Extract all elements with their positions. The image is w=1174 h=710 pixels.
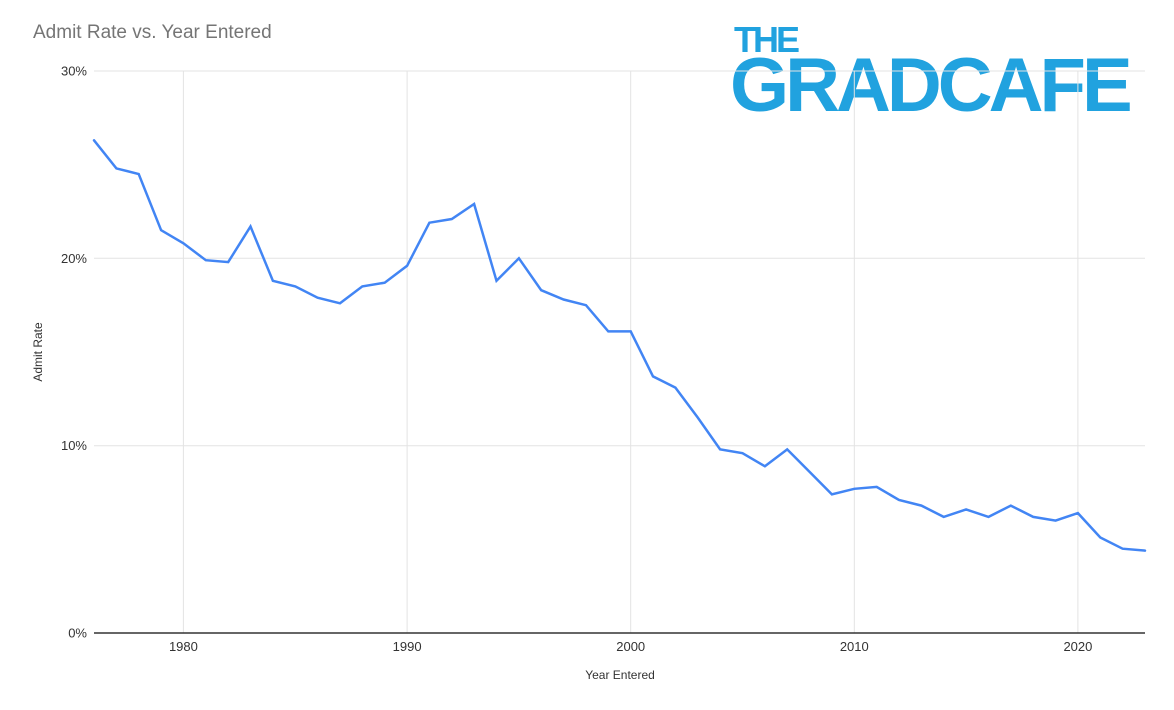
x-tick-label: 2020 bbox=[1063, 639, 1092, 654]
y-tick-label: 0% bbox=[68, 626, 87, 641]
logo-gradcafe-text: GRADCAFE bbox=[730, 43, 1133, 129]
y-tick-label: 30% bbox=[61, 64, 87, 79]
x-tick-label: 2000 bbox=[616, 639, 645, 654]
admit-rate-series-line bbox=[92, 139, 1147, 552]
gradcafe-logo: THE GRADCAFE bbox=[730, 19, 1133, 123]
x-tick-label: 2010 bbox=[840, 639, 869, 654]
y-tick-label: 10% bbox=[61, 438, 87, 453]
x-tick-label: 1990 bbox=[393, 639, 422, 654]
chart-title: Admit Rate vs. Year Entered bbox=[33, 22, 272, 43]
x-axis-title: Year Entered bbox=[585, 668, 655, 682]
logo-the-text: THE bbox=[734, 19, 800, 60]
x-tick-label: 1980 bbox=[169, 639, 198, 654]
y-tick-label: 20% bbox=[61, 251, 87, 266]
